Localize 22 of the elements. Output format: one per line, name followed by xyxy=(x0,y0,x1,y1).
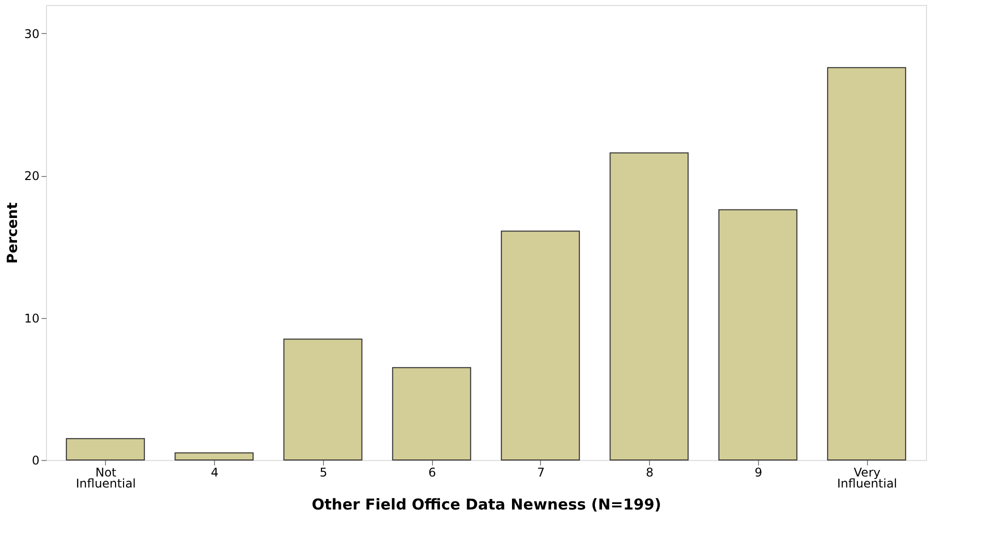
bar xyxy=(610,152,689,460)
x-tick-label: 5 xyxy=(320,466,328,480)
x-axis-title: Other Field Office Data Newness (N=199) xyxy=(312,496,662,514)
x-tick-label: 4 xyxy=(210,466,218,480)
y-tick-label: 0 xyxy=(32,454,40,468)
y-axis-title: Percent xyxy=(5,202,22,264)
bar xyxy=(66,438,145,460)
y-tick-label: 20 xyxy=(24,169,40,184)
x-tick-label: 6 xyxy=(428,466,436,480)
bar xyxy=(827,67,906,460)
bar xyxy=(392,367,472,460)
bar xyxy=(500,230,580,460)
x-tick-label: Not Influential xyxy=(76,466,136,490)
bar xyxy=(718,209,798,460)
x-tick-label: 9 xyxy=(754,466,762,480)
x-tick-label: 7 xyxy=(537,466,545,480)
x-tick-label: Very Influential xyxy=(837,466,898,490)
bar xyxy=(283,338,362,460)
x-tick-label: 8 xyxy=(646,466,654,480)
bar xyxy=(174,452,254,460)
y-tick-label: 30 xyxy=(24,26,40,41)
y-tick-label: 10 xyxy=(24,311,40,326)
